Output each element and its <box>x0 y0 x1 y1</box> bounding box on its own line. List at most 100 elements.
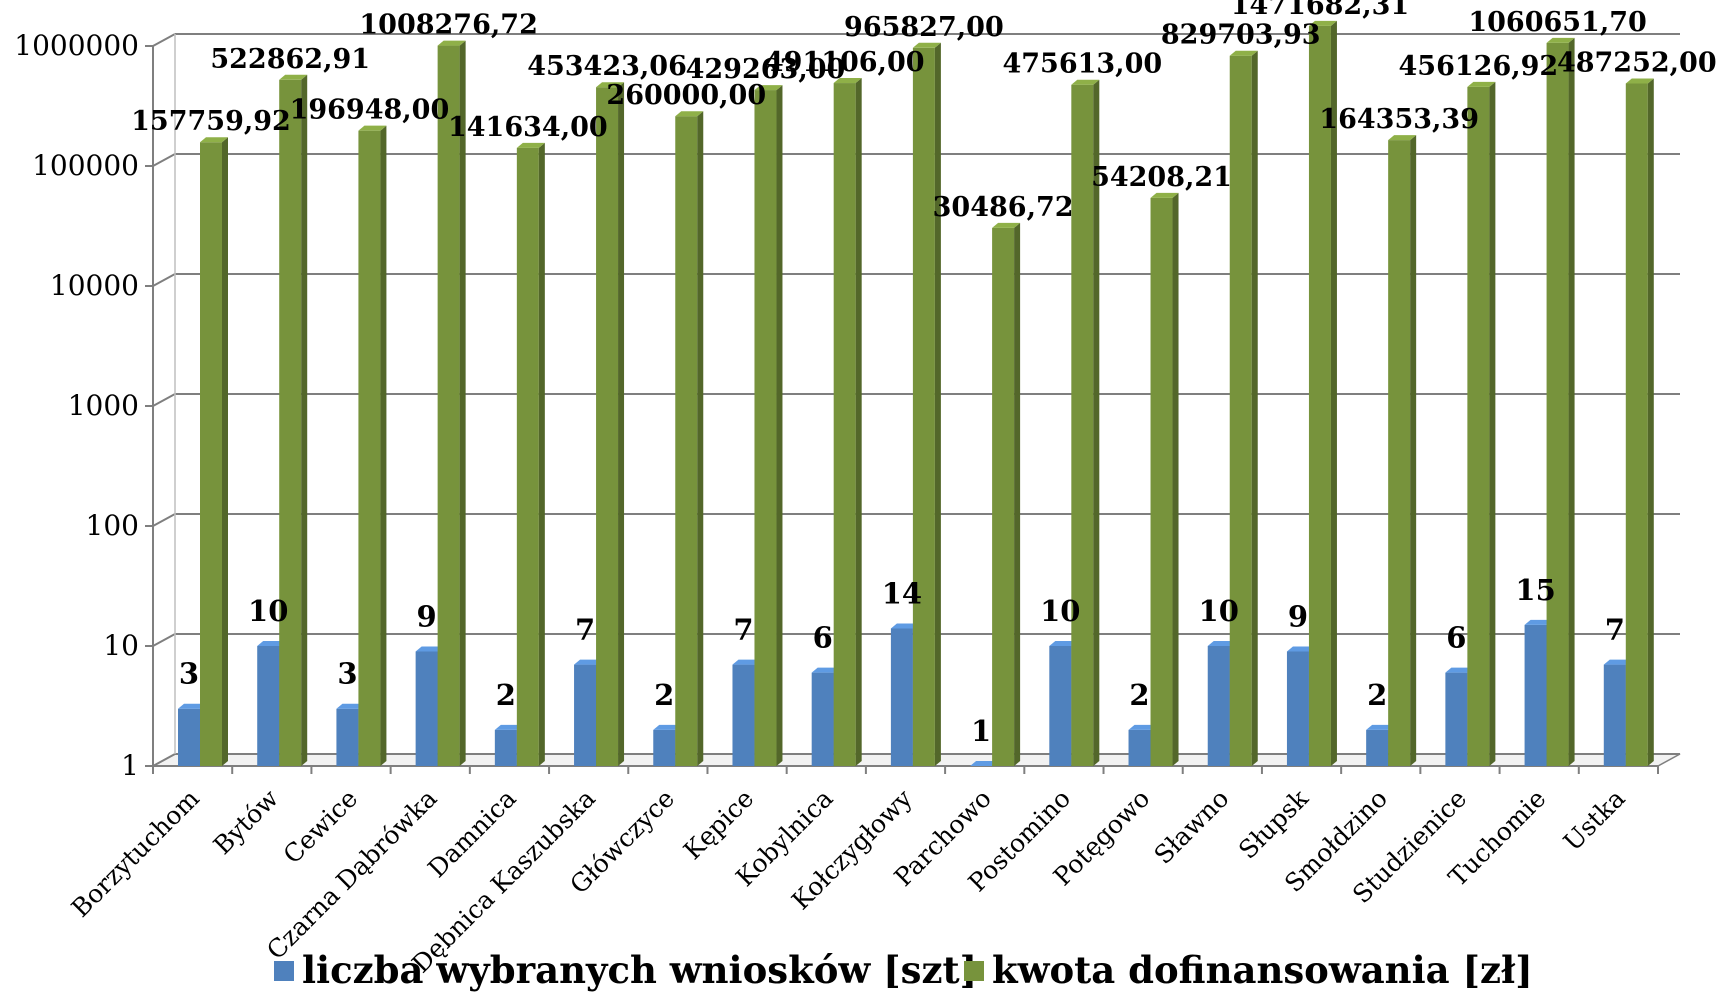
bar-green <box>1229 50 1258 766</box>
bar-green-top <box>1071 79 1100 85</box>
data-label-blue: 3 <box>179 657 199 691</box>
data-label-green: 965827,00 <box>844 12 1004 43</box>
bar-green <box>358 125 387 767</box>
data-label-green: 456126,92 <box>1399 51 1559 82</box>
bar-green-front <box>279 79 302 766</box>
bar-green-front <box>675 116 698 767</box>
bar-green <box>279 74 308 766</box>
bar-blue-front <box>1207 646 1230 766</box>
bar-blue-top <box>811 667 840 673</box>
bar-green-top <box>754 85 783 91</box>
bar-blue-front <box>178 708 200 766</box>
data-label-green: 260000,00 <box>606 80 766 111</box>
bar-green-front <box>437 45 460 766</box>
legend-label-green: kwota dofinansowania [zł] <box>992 948 1533 992</box>
data-label-blue: 2 <box>1129 678 1149 712</box>
bar-green-top <box>1388 135 1417 141</box>
bar-blue-front <box>890 628 913 766</box>
data-label-green: 829703,93 <box>1161 20 1321 51</box>
bar-green <box>1388 135 1417 766</box>
bar-green-top <box>437 40 466 46</box>
bar-green-top <box>516 142 545 148</box>
bar-green-side <box>855 78 862 767</box>
legend-swatch-blue <box>274 961 294 981</box>
bar-green <box>675 111 704 767</box>
bar-blue-front <box>653 729 676 766</box>
gridline-depth <box>152 513 176 527</box>
data-label-green: 1060651,70 <box>1468 7 1646 38</box>
bar-green-front <box>596 87 619 767</box>
bar-blue-top <box>415 646 444 652</box>
data-label-green: 429263,00 <box>686 54 846 85</box>
bar-green-top <box>279 74 308 80</box>
legend-label-blue: liczba wybranych wniosków [szt] <box>302 948 977 992</box>
y-tick-label: 1 <box>121 749 139 782</box>
data-label-blue: 7 <box>575 613 595 647</box>
x-tick-label: Kępice <box>678 784 760 866</box>
bar-green-front <box>1546 42 1569 766</box>
x-tick-label: Ustka <box>1558 784 1631 857</box>
bar-blue-top <box>1445 667 1474 673</box>
y-tick-label: 1000000 <box>14 29 139 62</box>
bar-green-side <box>1251 50 1258 766</box>
data-label-blue: 15 <box>1515 573 1555 607</box>
bar-blue-top <box>1128 724 1157 730</box>
data-label-green: 522862,91 <box>210 44 370 75</box>
bar-green-top <box>1625 78 1654 84</box>
bar-green <box>516 142 545 767</box>
bar-green-front <box>1229 55 1252 766</box>
bar-green-front <box>358 130 381 767</box>
bar-green-top <box>833 78 862 84</box>
x-tick-label: Słupsk <box>1233 783 1314 864</box>
x-tick-label: Sławno <box>1149 784 1235 870</box>
gridline-depth <box>152 33 176 47</box>
data-label-blue: 10 <box>248 594 288 628</box>
bar-green-side <box>618 82 625 767</box>
bar-green-top <box>1308 20 1337 26</box>
bar-blue-front <box>1603 664 1626 766</box>
bar-green-top <box>358 125 387 131</box>
bar-green-side <box>222 137 228 766</box>
bar-blue-top <box>1366 724 1395 730</box>
bar-blue-front <box>1366 729 1389 766</box>
data-label-blue: 6 <box>1446 621 1466 655</box>
data-label-blue: 7 <box>733 613 753 647</box>
bar-green-side <box>1330 20 1337 767</box>
gridline-depth <box>152 753 176 767</box>
data-label-green: 487252,00 <box>1557 47 1717 78</box>
bar-green <box>200 137 228 766</box>
data-label-green: 164353,39 <box>1319 104 1479 135</box>
data-label-blue: 2 <box>496 678 516 712</box>
bar-green-top <box>992 222 1021 228</box>
y-tick-label: 100000 <box>32 149 139 182</box>
bar-green-front <box>200 142 222 766</box>
data-label-blue: 9 <box>1288 599 1308 633</box>
bar-green-front <box>1388 140 1411 766</box>
bar-green-top <box>1229 50 1258 56</box>
data-label-green: 196948,00 <box>290 95 450 126</box>
bar-green-side <box>1568 37 1575 766</box>
bar-green <box>992 222 1021 766</box>
bar-green-front <box>912 47 935 767</box>
bar-green-top <box>912 42 941 48</box>
bar-green <box>596 82 625 767</box>
bar-green <box>833 78 862 767</box>
x-tick-label: Bytów <box>208 783 285 860</box>
bar-blue-front <box>336 708 359 766</box>
bar-blue-front <box>1286 651 1309 766</box>
data-label-blue: 10 <box>1199 594 1239 628</box>
bar-blue-front <box>1445 672 1468 766</box>
data-label-green: 157759,92 <box>131 106 291 137</box>
bar-blue-front <box>574 664 597 766</box>
gridline-depth <box>152 273 176 287</box>
bar-green-front <box>833 83 856 767</box>
y-tick-label: 100 <box>86 509 139 542</box>
bar-green-side <box>1647 78 1654 767</box>
data-label-blue: 7 <box>1605 613 1625 647</box>
y-axis-ticks: 1 10 100 1000 10000 100000 1000000 <box>14 29 139 782</box>
y-tick-label: 10000 <box>50 269 139 302</box>
data-label-blue: 1 <box>971 714 991 748</box>
data-label-green: 491106,00 <box>765 47 925 78</box>
bar-green-side <box>1172 192 1179 767</box>
